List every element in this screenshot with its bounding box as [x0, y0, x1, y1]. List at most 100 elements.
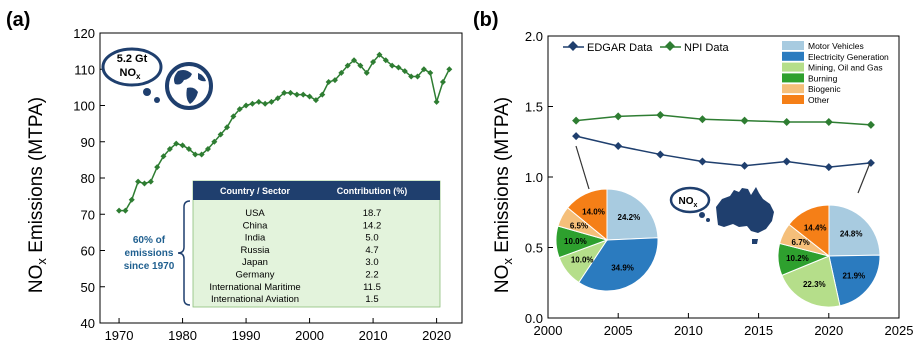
panel-label-b: (b): [473, 9, 499, 31]
legend-marker-npi: [665, 41, 675, 51]
data-point-a: [319, 91, 326, 98]
x-tick-label-a: 2020: [422, 328, 451, 343]
x-tick-label-b: 2005: [604, 323, 633, 338]
npi-point: [740, 116, 749, 125]
x-tick-label-b: 2025: [885, 323, 914, 338]
x-tick-label-b: 2010: [674, 323, 703, 338]
data-point-a: [166, 146, 173, 152]
pie-slice-label: 24.8%: [840, 229, 863, 238]
data-point-a: [312, 97, 319, 104]
pie-connector-2002: [575, 145, 590, 190]
edgar-point: [656, 150, 665, 159]
data-point-a: [173, 140, 180, 147]
pie-legend-label: Electricity Generation: [808, 52, 889, 62]
pie-slice-label: 22.3%: [803, 280, 826, 289]
data-point-a: [414, 73, 421, 80]
data-point-a: [147, 178, 154, 185]
data-point-a: [249, 100, 256, 107]
pie-2023: 24.8% 21.9% 22.3% 10.2% 6.7% 14.4%: [777, 204, 881, 308]
data-point-a: [357, 62, 364, 69]
y-tick-label-b: 1.0: [525, 170, 543, 185]
callout-cloud-b: NOx: [669, 186, 711, 222]
legend-label-npi: NPI Data: [684, 42, 730, 54]
table-brace: [177, 200, 191, 306]
y-tick-label-b: 0.0: [525, 311, 543, 326]
y-tick-label-a: 50: [81, 280, 95, 295]
data-point-a: [325, 78, 332, 85]
series-line-b: [576, 114, 871, 126]
pie-legend-swatch: [782, 73, 804, 83]
table-cell-country: USA: [245, 208, 265, 219]
data-point-a: [395, 64, 402, 71]
series-line-b: [575, 135, 871, 168]
pie-slice-label: 6.7%: [792, 238, 810, 247]
data-point-a: [389, 62, 396, 69]
australia-map-icon: [716, 187, 774, 244]
pie-legend-label: Motor Vehicles: [808, 41, 864, 51]
x-tick-label-a: 1990: [232, 328, 261, 343]
x-tick-label-a: 1980: [168, 328, 197, 343]
x-tick-label-a: 1970: [105, 328, 134, 343]
data-point-a: [198, 151, 205, 158]
globe-icon: [165, 62, 213, 110]
pie-legend-swatch: [782, 41, 804, 50]
data-point-a: [370, 59, 377, 65]
data-point-a: [230, 113, 237, 120]
edgar-point: [866, 158, 875, 167]
series-legend: EDGAR Data NPI Data: [563, 41, 730, 54]
pie-legend-swatch: [782, 62, 804, 72]
pie-slice-label: 10.0%: [564, 237, 587, 246]
x-tick-label-b: 2000: [534, 323, 563, 338]
table-cell-contribution: 4.7: [365, 245, 378, 256]
data-point-a: [300, 91, 307, 98]
data-point-a: [376, 51, 383, 58]
edgar-point: [740, 161, 749, 170]
pie-slice: [781, 255, 841, 308]
y-tick-label-a: 110: [74, 62, 95, 77]
pie-slice: [566, 188, 608, 242]
npi-point: [614, 112, 623, 121]
pie-slice-label: 14.0%: [582, 207, 605, 216]
data-point-a: [427, 69, 434, 76]
data-point-a: [185, 146, 192, 152]
npi-point: [656, 110, 665, 119]
pie-legend-label: Other: [808, 95, 829, 105]
npi-point: [866, 120, 875, 129]
annotation-line-2: emissions: [125, 248, 174, 259]
data-point-a: [274, 95, 281, 102]
pie-2002: 24.2% 34.9% 10.0% 10.0% 6.5% 14.0%: [555, 188, 659, 292]
y-tick-label-a: 100: [73, 99, 95, 114]
x-tick-label-a: 2010: [359, 328, 388, 343]
data-point-a: [281, 89, 288, 96]
npi-point: [824, 118, 833, 127]
callout-value-a: 5.2 Gt: [117, 53, 148, 65]
pie-connector-2023: [857, 162, 871, 194]
y-axis-label-b: NOx Emissions (MTPA): [492, 97, 515, 293]
pie-slice: [828, 254, 881, 307]
data-point-a: [204, 146, 211, 152]
pie-slice-label: 34.9%: [611, 264, 634, 273]
data-point-a: [331, 77, 338, 84]
table-cell-contribution: 18.7: [363, 208, 382, 219]
data-point-a: [268, 98, 275, 105]
data-point-a: [262, 100, 269, 107]
pie-legend-label: Biogenic: [808, 84, 841, 94]
edgar-point: [824, 163, 833, 172]
x-tick-label-a: 2000: [295, 328, 324, 343]
pie-slice: [788, 204, 830, 258]
data-point-a: [351, 57, 358, 64]
table-annotation: 60% of emissions since 1970: [124, 235, 175, 272]
npi-point: [782, 118, 791, 127]
pie-slice-label: 6.5%: [570, 221, 588, 230]
data-point-a: [338, 69, 345, 76]
table-cell-country: China: [243, 220, 269, 231]
y-tick-label-b: 1.5: [525, 100, 543, 115]
emission-series-a: [116, 51, 453, 214]
callout-nox-a: NOx: [120, 67, 142, 81]
data-point-a: [243, 102, 250, 109]
data-point-a: [420, 66, 427, 73]
data-point-a: [287, 89, 294, 96]
pie-legend-label: Burning: [808, 73, 838, 83]
